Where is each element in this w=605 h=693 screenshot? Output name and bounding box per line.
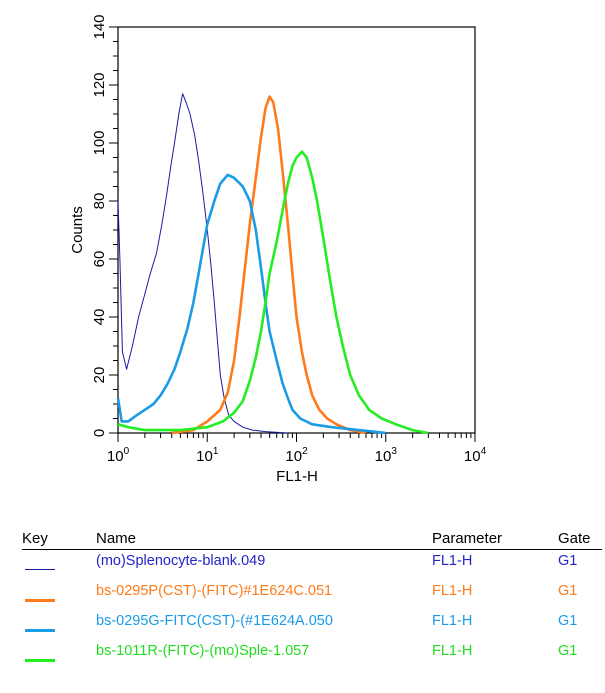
- histogram-series-1: [117, 93, 288, 434]
- series-swatch: [25, 569, 55, 570]
- y-tick-label: 0: [91, 429, 108, 437]
- series-swatch: [25, 659, 55, 662]
- y-axis-label: Counts: [69, 206, 86, 254]
- key-row: (mo)Splenocyte-blank.049 FL1-H G1: [22, 550, 602, 580]
- header-divider: [22, 549, 602, 550]
- x-tick-label: 104: [464, 446, 487, 465]
- key-row: bs-0295G-FITC(CST)-(#1E624A.050 FL1-H G1: [22, 610, 602, 640]
- histogram-series-4: [117, 150, 429, 435]
- series-name: bs-0295P(CST)-(FITC)#1E624C.051: [96, 583, 333, 599]
- series-parameter: FL1-H: [432, 613, 473, 629]
- x-axis: 100 101 102 103 104: [107, 433, 487, 465]
- series-swatch: [25, 629, 55, 632]
- y-tick-label: 40: [91, 309, 108, 326]
- y-tick-label: 20: [91, 367, 108, 384]
- key-row: bs-1011R-(FITC)-(mo)Sple-1.057 FL1-H G1: [22, 640, 602, 670]
- x-tick-label: 101: [196, 446, 219, 465]
- series-gate: G1: [558, 613, 578, 629]
- histogram-series-2: [171, 95, 367, 435]
- y-tick-label: 120: [91, 72, 108, 97]
- key-column-header: Key: [22, 530, 48, 547]
- x-tick-label: 102: [285, 446, 308, 465]
- key-table-header: Key Name Parameter Gate: [22, 528, 602, 550]
- series-parameter: FL1-H: [432, 643, 473, 659]
- y-tick-label: 140: [91, 14, 108, 39]
- key-rows: (mo)Splenocyte-blank.049 FL1-H G1 bs-0295P(…: [22, 550, 602, 670]
- x-tick-label: 100: [107, 446, 130, 465]
- y-tick-label: 60: [91, 251, 108, 268]
- key-row: bs-0295P(CST)-(FITC)#1E624C.051 FL1-H G1: [22, 580, 602, 610]
- parameter-column-header: Parameter: [432, 530, 503, 547]
- series-name: (mo)Splenocyte-blank.049: [96, 553, 266, 569]
- series-parameter: FL1-H: [432, 553, 473, 569]
- y-axis: 0 20 40 60 80 100 120 140: [91, 14, 118, 437]
- series-name: bs-0295G-FITC(CST)-(#1E624A.050: [96, 613, 333, 629]
- name-column-header: Name: [96, 530, 137, 547]
- y-tick-label: 100: [91, 130, 108, 155]
- histogram-curves: [116, 93, 429, 435]
- y-tick-label: 80: [91, 193, 108, 210]
- histogram-series-3: [116, 173, 386, 435]
- plot-frame: [117, 26, 476, 434]
- series-parameter: FL1-H: [432, 583, 473, 599]
- series-gate: G1: [558, 553, 578, 569]
- series-name: bs-1011R-(FITC)-(mo)Sple-1.057: [96, 643, 310, 659]
- key-table: Key Name Parameter Gate (mo)Splenocyte-b…: [22, 528, 602, 670]
- series-gate: G1: [558, 643, 578, 659]
- x-axis-label: FL1-H: [276, 468, 318, 485]
- histogram-chart: 0 20 40 60 80 100 120 140 100 101 102 103 104 Count…: [69, 14, 487, 485]
- x-tick-label: 103: [375, 446, 398, 465]
- series-swatch: [25, 599, 55, 602]
- series-gate: G1: [558, 583, 578, 599]
- gate-column-header: Gate: [558, 530, 591, 547]
